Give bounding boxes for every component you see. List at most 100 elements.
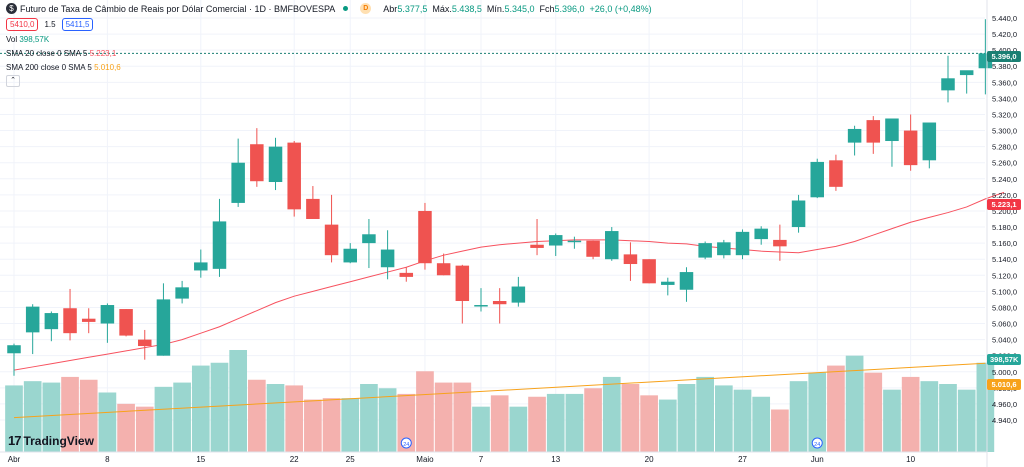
volume-bar: [341, 398, 360, 452]
tradingview-mark-icon: 17: [8, 433, 22, 448]
candle-body: [735, 231, 750, 256]
time-axis-label: Maio: [416, 455, 434, 464]
time-axis-label: 8: [105, 455, 110, 464]
volume-bar: [304, 399, 322, 452]
volume-bar: [640, 395, 658, 452]
price-axis-tick: 5.200,0: [992, 207, 1017, 216]
time-axis-label: 15: [196, 455, 205, 464]
time-axis-label: Abr: [8, 455, 21, 464]
chart-header: $ Futuro de Taxa de Câmbio de Reais por …: [6, 3, 652, 14]
event-marker-icon: [811, 437, 823, 449]
candle-body: [138, 339, 152, 347]
volume-bar: [117, 403, 135, 452]
volume-legend[interactable]: Vol 398,57K: [6, 35, 50, 44]
volume-bar: [285, 385, 304, 452]
volume-bar: [677, 384, 696, 452]
volume-bar: [509, 406, 528, 452]
volume-bar: [584, 388, 602, 452]
volume-bar: [621, 384, 640, 452]
volume-bar: [920, 381, 939, 452]
candle-body: [903, 130, 918, 166]
time-axis-label: 13: [551, 455, 560, 464]
candle-body: [548, 235, 563, 246]
volume-bar: [528, 396, 546, 452]
volume-bar: [248, 379, 266, 452]
candle-body: [605, 231, 619, 260]
volume-bar: [42, 382, 61, 452]
price-axis-tick: 5.180,0: [992, 223, 1017, 232]
last-price-tag: 5.396,0: [987, 51, 1021, 62]
candle-body: [362, 234, 376, 244]
volume-bar: [771, 409, 789, 452]
volume-bar: [472, 406, 490, 452]
volume-bar: [453, 382, 472, 452]
event-marker-glyph: 24: [814, 442, 820, 448]
price-axis-tick: 4.960,0: [992, 400, 1017, 409]
symbol-title[interactable]: Futuro de Taxa de Câmbio de Reais por Dó…: [20, 3, 336, 14]
tradingview-logo[interactable]: 17 TradingView: [8, 433, 94, 448]
candle-body: [268, 146, 283, 183]
candle-body: [530, 244, 544, 248]
candle-body: [754, 228, 768, 240]
time-axis-label: 10: [906, 455, 915, 464]
volume-bar: [715, 385, 733, 452]
candle-body: [119, 309, 133, 336]
volume-bar: [864, 372, 883, 452]
candle-body: [847, 128, 862, 143]
volume-bar: [808, 372, 827, 452]
candle-body: [156, 299, 171, 356]
price-axis-tick: 5.080,0: [992, 303, 1017, 312]
volume-bar: [658, 399, 677, 452]
candle-body: [941, 78, 955, 91]
candle-body: [324, 224, 339, 256]
candle-body: [306, 198, 320, 219]
sma20-legend[interactable]: SMA 20 close 0 SMA 5 5.223,1: [6, 49, 117, 58]
candle-body: [922, 122, 937, 161]
price-axis-tick: 5.160,0: [992, 239, 1017, 248]
sma200-legend[interactable]: SMA 200 close 0 SMA 5 5.010,6: [6, 63, 121, 72]
volume-bar: [883, 389, 901, 452]
price-axis-tick: 5.320,0: [992, 110, 1017, 119]
volume-bar: [901, 376, 920, 452]
volume-bar: [360, 384, 378, 452]
volume-bar: [322, 398, 341, 452]
price-axis-tick: 5.400,0: [992, 46, 1017, 55]
price-axis-tick: 5.380,0: [992, 62, 1017, 71]
candle-body: [7, 345, 21, 354]
candle-body: [773, 239, 787, 247]
time-axis-label: Jun: [811, 455, 824, 464]
candle-body: [44, 313, 59, 330]
event-marker-glyph: 24: [403, 442, 409, 448]
volume-bar: [827, 365, 845, 452]
volume-bar: [546, 393, 565, 452]
sell-button[interactable]: 5410,0: [6, 18, 39, 31]
candle-body: [175, 287, 189, 299]
collapse-legend-button[interactable]: ⌃: [6, 75, 20, 87]
candle-body: [455, 265, 470, 302]
candle-body: [436, 263, 451, 276]
candle-body: [717, 242, 731, 256]
price-axis-tick: 5.340,0: [992, 94, 1017, 103]
candle-body: [250, 144, 264, 182]
sma20-price-tag: 5.223,1: [987, 199, 1021, 210]
volume-bar: [602, 376, 621, 452]
trade-row: 5410,0 1.5 5411,5: [6, 18, 94, 31]
price-axis-tick: 5.240,0: [992, 175, 1017, 184]
time-axis-label: 27: [738, 455, 747, 464]
volume-bar: [752, 396, 771, 452]
buy-button[interactable]: 5411,5: [61, 18, 94, 31]
volume-bar: [733, 389, 752, 452]
delay-badge: D: [360, 3, 372, 14]
price-axis-tick: 5.120,0: [992, 271, 1017, 280]
candle-body: [679, 272, 694, 290]
candle-body: [791, 200, 806, 228]
candle-body: [212, 221, 227, 269]
candle-body: [25, 306, 40, 333]
candle-body: [623, 254, 638, 265]
volume-bar: [789, 381, 808, 452]
volume-bar: [378, 388, 397, 452]
price-axis-tick: 5.100,0: [992, 287, 1017, 296]
market-status-icon: [343, 6, 349, 11]
volume-bar: [939, 384, 957, 452]
